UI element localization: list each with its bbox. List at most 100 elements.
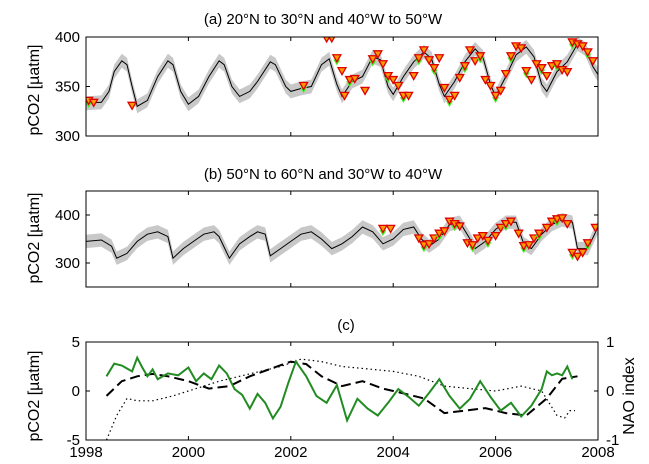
y-tick-label: 5 [72,334,80,351]
y-tick-label: 300 [55,255,80,272]
x-tick-label: 2006 [479,444,512,461]
observation-marker [472,234,483,244]
observation-marker [336,67,348,76]
observation-marker [523,241,535,251]
observation-marker [444,95,455,105]
observation-marker [418,46,430,56]
model-line [86,219,598,260]
observation-marker [485,81,496,91]
observation-marker [339,91,350,101]
observation-marker [533,229,545,239]
series-group [86,37,598,114]
observation-marker [490,91,501,101]
observation-marker [500,69,511,79]
observation-marker [557,214,568,224]
observation-marker [541,71,552,81]
observation-marker [562,219,573,229]
observation-marker [429,234,440,244]
observation-marker [582,239,593,249]
observation-marker [590,223,598,233]
observation-marker [434,229,445,239]
y2-tick-label: 1 [606,334,614,351]
observation-marker [551,60,563,70]
observation-marker [513,229,524,239]
observation-marker [475,52,486,62]
observation-marker [367,55,378,65]
observation-marker [126,101,138,111]
observation-marker [439,227,450,237]
panel-b-ylabel: pCO2 [µatm] [26,192,43,283]
observation-marker [377,224,389,234]
observation-marker [423,56,435,66]
panel-b-plot: 300 400 [55,190,599,288]
observation-marker [459,62,471,72]
observation-marker [349,74,360,84]
observation-marker [562,67,573,77]
panel-a-plot: 300 350 400 [55,29,599,145]
observation-marker [521,67,532,76]
uncertainty-band [86,213,598,265]
observation-marker [495,86,506,96]
observation-marker [454,73,465,83]
x-tick-label: 2004 [377,444,410,461]
observation-marker [454,222,465,232]
observation-marker [480,75,491,85]
y2-tick-label: 0 [606,383,614,400]
observation-marker [298,81,309,91]
observation-marker [377,60,389,70]
observation-marker [449,91,460,101]
observation-marker [328,37,336,44]
observation-marker [482,236,494,246]
observation-marker [505,217,517,227]
observation-marker [546,62,558,72]
series-group [86,213,598,265]
y-tick-label: 0 [72,383,80,400]
panel-c-ylabel: pCO2 [µatm] [26,350,43,441]
observation-marker [388,75,399,85]
pco2-anomaly-line [105,355,574,424]
plot-frame [85,190,599,288]
observation-marker [331,54,343,64]
y-tick-label: 400 [55,207,80,224]
x-tick-label: 1998 [69,444,102,461]
observation-marker [413,54,424,64]
observation-marker [572,252,583,262]
observation-marker [526,75,537,85]
y-tick-label: 400 [55,29,80,46]
y-tick-label: 300 [55,128,80,145]
observation-marker [385,224,396,234]
plot-frame [85,341,599,441]
observation-marker [393,81,404,91]
observation-marker [403,91,414,101]
y-tick-label: -5 [67,432,80,449]
observation-marker [467,241,478,251]
panel-a-ylabel: pCO2 [µatm] [26,44,43,135]
observation-marker [464,46,476,56]
observation-marker [577,42,588,52]
panel-c-title: (c) [337,317,355,334]
observation-marker [490,231,501,241]
observation-marker [477,231,488,241]
observation-marker [408,71,419,81]
observation-marker [500,219,511,229]
y2-tick-label: -1 [606,432,619,449]
panel-b: (b) 50°N to 60°N and 30°W to 40°W pCO2 [… [26,166,599,288]
observation-marker [505,52,517,62]
observation-marker [423,240,435,250]
observation-marker [541,223,552,233]
observation-marker [516,44,527,54]
observation-marker [495,223,506,233]
observation-marker [577,248,588,258]
model-line [86,43,598,108]
x-tick-label: 2008 [581,444,614,461]
panel-c: (c) pCO2 [µatm] NAO index -5 0 5 1998 2000 20… [26,317,638,461]
observation-marker [439,83,450,93]
panel-a-title: (a) 20°N to 30°N and 40°W to 50°W [204,11,443,28]
panel-c-plot: -5 0 5 1998 2000 2002 2004 2006 2008-1 0 1 [67,334,620,461]
observation-marker [434,54,445,64]
observation-marker [359,86,371,96]
panel-b-title: (b) 50°N to 60°N and 30°W to 40°W [204,166,443,183]
nao-dotted-line [105,358,575,441]
observation-marker [587,57,598,67]
